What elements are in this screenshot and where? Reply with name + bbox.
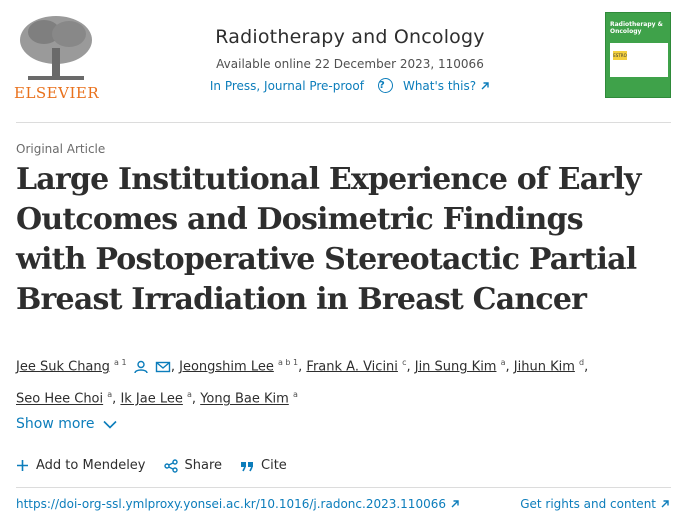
author-affiliation[interactable]: d <box>579 358 585 367</box>
help-link[interactable]: ? What's this? <box>377 78 490 93</box>
availability-text: Available online 22 December 2023, 11006… <box>216 57 484 71</box>
author-link[interactable]: Jeongshim Lee <box>179 359 274 375</box>
author-link[interactable]: Jin Sung Kim <box>414 359 497 375</box>
author-affiliation[interactable]: a 1 <box>114 358 127 367</box>
publisher-name: ELSEVIER <box>14 84 100 102</box>
share-icon <box>163 458 178 473</box>
author-link[interactable]: Seo Hee Choi <box>16 391 104 407</box>
tree-icon <box>20 16 92 80</box>
show-more-label: Show more <box>16 416 95 432</box>
help-link-label: What's this? <box>402 78 477 93</box>
rights-link[interactable]: Get rights and content <box>520 497 670 511</box>
cover-title: Radiotherapy & Oncology <box>610 21 663 35</box>
author-affiliation[interactable]: c <box>402 358 407 367</box>
person-icon[interactable] <box>133 360 149 374</box>
author-link[interactable]: Yong Bae Kim <box>200 391 289 407</box>
add-to-mendeley-button[interactable]: Add to Mendeley <box>16 458 146 473</box>
author-link[interactable]: Ik Jae Lee <box>120 391 183 407</box>
status-link[interactable]: In Press, Journal Pre-proof <box>209 78 364 93</box>
quote-icon <box>241 461 254 471</box>
journal-cover[interactable]: Radiotherapy & Oncology ESTRO <box>605 12 671 98</box>
mendeley-label: Add to Mendeley <box>36 458 146 473</box>
doi-link[interactable]: https://doi-org-ssl.ymlproxy.yonsei.ac.k… <box>16 497 460 511</box>
author-list: Jee Suk Chang a 1 , Jeongshim Lee a b 1,… <box>16 358 589 407</box>
journal-title[interactable]: Radiotherapy and Oncology <box>215 26 485 48</box>
author-affiliation[interactable]: a b 1 <box>277 358 299 367</box>
chevron-down-icon <box>102 420 117 429</box>
help-icon: ? <box>377 78 393 93</box>
author-link[interactable]: Frank A. Vicini <box>306 359 398 375</box>
journal-info: Radiotherapy and Oncology Available onli… <box>180 26 520 93</box>
external-link-icon <box>481 81 489 89</box>
article-actions: Add to Mendeley Share Cite <box>16 458 287 473</box>
author-affiliation[interactable]: a <box>292 390 298 400</box>
actions-divider <box>16 487 671 488</box>
elsevier-logo[interactable]: ELSEVIER <box>14 10 100 102</box>
article-type: Original Article <box>16 142 106 156</box>
author-link[interactable]: Jee Suk Chang <box>16 359 110 375</box>
cite-button[interactable]: Cite <box>240 458 287 473</box>
journal-links: In Press, Journal Pre-proof ? What's thi… <box>180 78 520 93</box>
doi-label: https://doi-org-ssl.ymlproxy.yonsei.ac.k… <box>16 497 446 511</box>
cover-badge: ESTRO <box>613 51 627 60</box>
author-affiliation[interactable]: a <box>187 390 192 400</box>
mail-icon[interactable] <box>155 360 171 374</box>
external-link-icon <box>661 500 669 508</box>
plus-icon <box>17 460 28 471</box>
article-title: Large Institutional Experience of Early … <box>16 162 641 317</box>
header-divider <box>16 122 671 123</box>
share-label: Share <box>184 458 223 473</box>
author-link[interactable]: Jihun Kim <box>513 359 575 375</box>
rights-label: Get rights and content <box>520 497 656 511</box>
share-button[interactable]: Share <box>163 458 223 473</box>
external-link-icon <box>451 500 459 508</box>
show-more-button[interactable]: Show more <box>16 416 117 432</box>
cover-panel: ESTRO <box>610 43 668 77</box>
cite-label: Cite <box>261 458 287 473</box>
author-affiliation[interactable]: a <box>500 358 506 367</box>
author-affiliation[interactable]: a <box>107 390 113 400</box>
journal-header: ELSEVIER Radiotherapy and Oncology Avail… <box>0 0 680 122</box>
